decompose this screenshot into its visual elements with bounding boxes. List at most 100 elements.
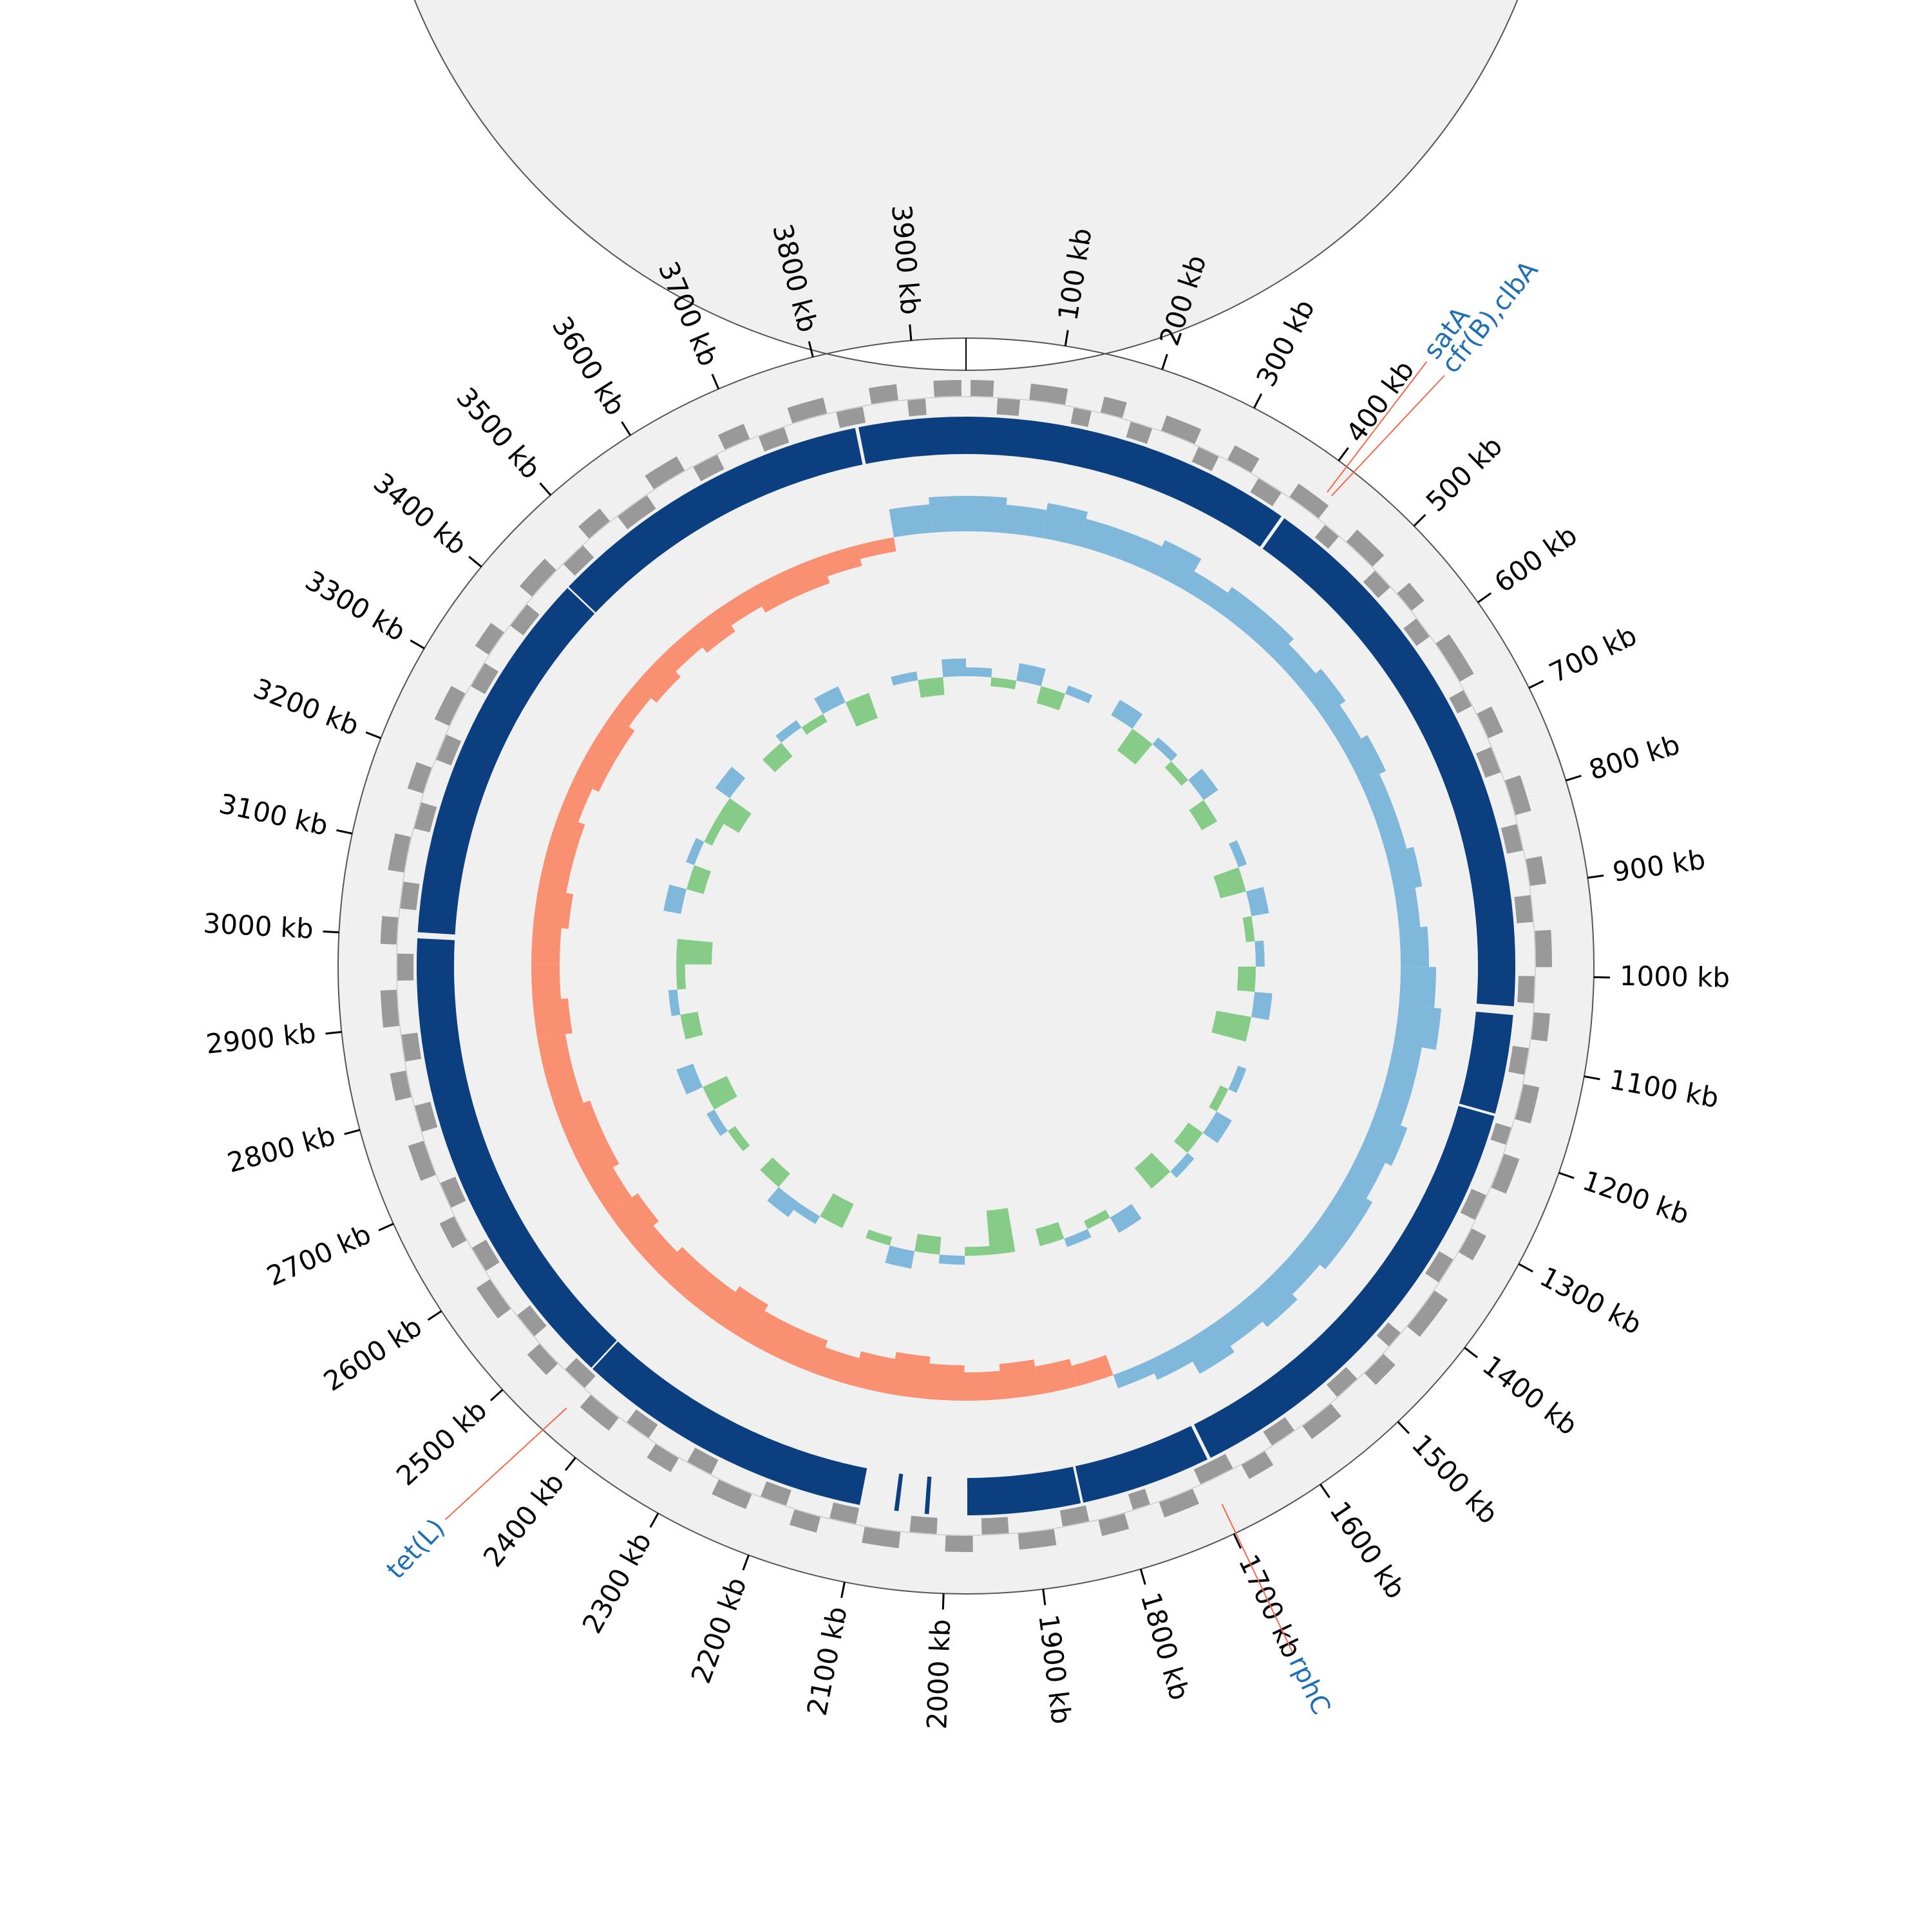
gc-skew-bar xyxy=(999,1359,1040,1399)
tick-label: 300 kb xyxy=(1250,294,1321,392)
tick-mark xyxy=(468,556,482,568)
cds-forward xyxy=(1100,396,1127,418)
cds-forward xyxy=(717,424,750,450)
tick-mark xyxy=(1518,1263,1533,1273)
gc-content-bar xyxy=(676,939,713,965)
gc-content-bar xyxy=(1173,1122,1203,1153)
gc-content-bar xyxy=(762,743,793,773)
gc-content-bar xyxy=(820,1193,854,1228)
cds-reverse xyxy=(1250,478,1282,507)
gc-skew-bar xyxy=(1273,643,1316,687)
gc-content-bar xyxy=(775,720,802,743)
gc-skew-bar xyxy=(634,656,681,703)
gc-skew-bar xyxy=(533,998,573,1039)
cds-reverse xyxy=(1475,747,1501,778)
tick-label: 2100 kb xyxy=(801,1604,853,1718)
gc-skew-bar xyxy=(785,556,830,597)
tick-label: 2700 kb xyxy=(262,1218,375,1293)
gc-skew-bar xyxy=(547,815,585,858)
cds-reverse xyxy=(564,545,594,576)
gc-skew-bar xyxy=(1399,967,1436,1009)
tick-mark xyxy=(1584,1075,1600,1081)
tick-label: 500 kb xyxy=(1420,430,1508,518)
cds-reverse xyxy=(1191,447,1219,471)
tick-mark xyxy=(344,1129,361,1135)
tick-label: 1900 kb xyxy=(1032,1613,1077,1726)
gc-content-bar xyxy=(1170,1153,1195,1178)
cds-reverse xyxy=(1193,1454,1233,1484)
cds-forward xyxy=(380,989,399,1028)
cds-reverse xyxy=(1490,1122,1511,1145)
gc-skew-bar xyxy=(688,608,735,653)
gc-skew-bar xyxy=(1374,810,1407,855)
tick-label: 3100 kb xyxy=(216,788,331,842)
gc-content-bar xyxy=(704,819,724,846)
gc-skew-bar xyxy=(1272,1246,1320,1294)
cds-forward xyxy=(390,1070,412,1101)
cds-reverse xyxy=(1403,618,1430,647)
cds-reverse xyxy=(1514,895,1533,923)
cds-forward xyxy=(388,833,411,873)
gc-skew-bar xyxy=(1041,503,1088,547)
tick-label: 2600 kb xyxy=(318,1311,428,1397)
cds-forward xyxy=(1526,856,1546,886)
gc-content-bar xyxy=(1211,1010,1251,1042)
gc-content-bar xyxy=(1035,1222,1065,1247)
cds-reverse xyxy=(1501,824,1523,854)
gc-skew-bar xyxy=(609,1193,659,1244)
gc-skew-bar xyxy=(715,1286,769,1341)
cds-forward xyxy=(1535,930,1552,967)
gc-skew-bar xyxy=(571,1132,620,1182)
cds-forward xyxy=(527,1343,558,1376)
cds-reverse xyxy=(1326,1367,1358,1397)
gc-content-bar xyxy=(676,1063,703,1095)
tick-mark xyxy=(490,1388,504,1401)
gc-skew-bar xyxy=(685,1271,735,1321)
cds-forward xyxy=(519,558,556,597)
tick-mark xyxy=(742,1555,750,1571)
gc-skew-bar xyxy=(1071,1355,1113,1387)
cds-forward xyxy=(712,1479,752,1510)
cds-reverse xyxy=(627,1409,658,1438)
cds-forward xyxy=(862,1526,901,1548)
cds-reverse xyxy=(1126,421,1153,444)
gc-content-bar xyxy=(680,1011,703,1040)
cds-forward xyxy=(1491,1153,1520,1194)
tick-label: 2800 kb xyxy=(224,1119,339,1179)
annotation-label: rphC xyxy=(1283,1651,1336,1719)
gc-content-bar xyxy=(760,1157,790,1188)
gc-content-bar xyxy=(686,838,705,866)
contig xyxy=(417,587,595,935)
contig xyxy=(417,938,617,1368)
cds-reverse xyxy=(618,495,656,529)
cds-reverse xyxy=(1376,1322,1401,1347)
gc-skew-bar xyxy=(1341,1150,1385,1199)
cds-forward xyxy=(1364,1354,1396,1385)
cds-reverse xyxy=(907,399,927,417)
gc-content-bar xyxy=(891,671,918,686)
tick-mark xyxy=(378,1222,394,1231)
tick-label: 2300 kb xyxy=(576,1527,658,1638)
gc-skew-bar xyxy=(1394,887,1421,929)
cds-forward xyxy=(1397,582,1425,611)
cds-forward xyxy=(380,916,399,945)
cds-forward xyxy=(1531,1012,1550,1042)
cds-reverse xyxy=(981,1517,1009,1535)
gc-skew-bar xyxy=(1148,1343,1193,1380)
gc-skew-bar xyxy=(531,963,562,1001)
gc-skew-bar xyxy=(531,925,562,964)
tick-mark xyxy=(1397,1421,1410,1434)
gc-skew-bar xyxy=(545,1068,583,1113)
cds-forward xyxy=(1029,383,1068,405)
tick-label: 800 kb xyxy=(1586,728,1684,786)
tick-mark xyxy=(1139,1569,1146,1585)
cds-reverse xyxy=(471,1240,500,1271)
cds-forward xyxy=(407,762,432,793)
contig xyxy=(568,428,863,613)
cds-reverse xyxy=(415,1101,438,1132)
tick-mark xyxy=(621,421,632,436)
cds-forward xyxy=(434,685,466,726)
cds-reverse xyxy=(1425,1251,1454,1283)
tick-mark xyxy=(1320,1484,1331,1499)
tick-mark xyxy=(564,1457,576,1472)
